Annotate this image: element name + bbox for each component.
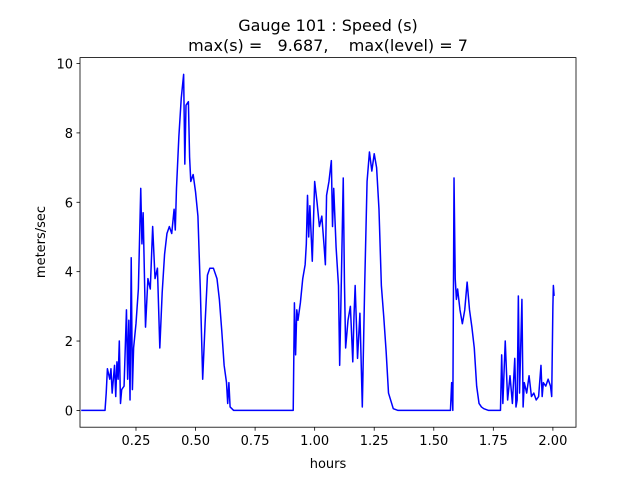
y-tick-label: 10 (56, 58, 73, 73)
x-tick-label: 2.00 (538, 434, 567, 449)
x-tick-label: 0.50 (181, 434, 210, 449)
x-axis-label: hours (310, 457, 347, 472)
plot-frame (79, 57, 577, 428)
y-tick-label: 8 (65, 127, 73, 142)
y-tick-label: 2 (65, 335, 73, 350)
y-axis-label: meters/sec (34, 206, 49, 278)
x-tick-label: 1.50 (419, 434, 448, 449)
y-tick-label: 6 (65, 196, 73, 211)
line (81, 73, 555, 412)
y-tick-label: 0 (65, 404, 73, 419)
x-tick-label: 1.00 (300, 434, 329, 449)
chart-title: Gauge 101 : Speed (s) (238, 16, 418, 35)
x-tick-label: 1.25 (360, 434, 389, 449)
x-tick-label: 0.25 (122, 434, 151, 449)
x-tick-label: 1.75 (479, 434, 508, 449)
x-tick-label: 0.75 (241, 434, 270, 449)
y-tick-label: 4 (65, 266, 73, 281)
chart-subtitle: max(s) = 9.687, max(level) = 7 (188, 36, 468, 55)
